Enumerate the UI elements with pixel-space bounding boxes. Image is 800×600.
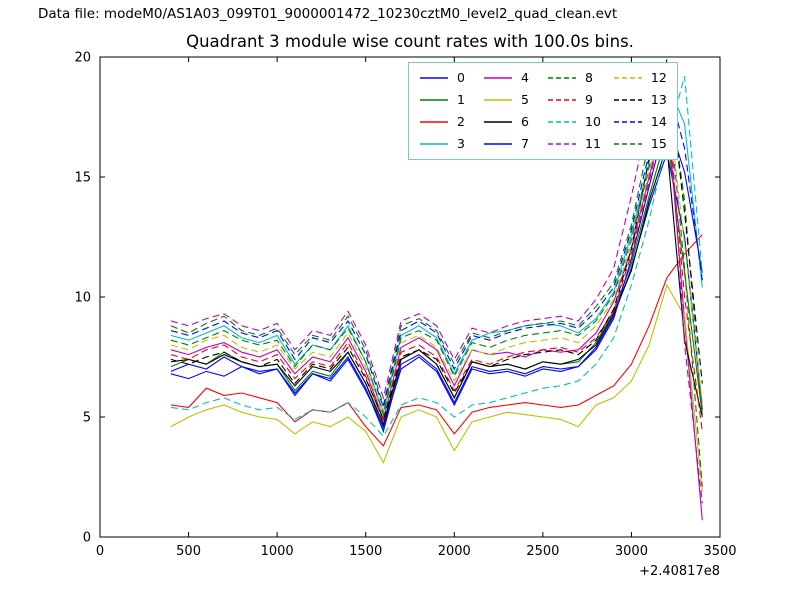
- x-tick-label: 3500: [703, 544, 736, 559]
- legend-label: 13: [650, 91, 667, 107]
- legend-line-sample: [420, 99, 448, 101]
- series-line-2: [170, 234, 703, 447]
- legend-line-sample: [613, 77, 642, 79]
- series-line-9: [170, 104, 703, 432]
- legend-item-14: 14: [613, 111, 667, 133]
- legend-label: 3: [457, 135, 465, 151]
- legend-label: 8: [585, 69, 593, 85]
- legend-label: 9: [585, 91, 593, 107]
- legend-label: 0: [457, 69, 465, 85]
- y-tick-label: 15: [74, 171, 91, 186]
- legend-line-sample: [613, 121, 642, 123]
- series-line-4: [170, 104, 703, 521]
- legend-item-0: 0: [419, 67, 471, 89]
- legend-item-13: 13: [613, 89, 667, 111]
- x-offset-label: +2.40817e8: [639, 564, 720, 579]
- legend-line-sample: [420, 121, 448, 123]
- legend-label: 11: [585, 135, 601, 151]
- series-line-11: [170, 64, 703, 504]
- legend-line-sample: [548, 99, 576, 101]
- legend-line-sample: [548, 77, 576, 79]
- legend-label: 10: [585, 113, 601, 129]
- legend-line-sample: [484, 143, 512, 145]
- x-tick-label: 3000: [615, 544, 648, 559]
- legend-item-6: 6: [483, 111, 535, 133]
- legend-line-sample: [613, 143, 642, 145]
- legend-line-sample: [420, 143, 448, 145]
- legend-item-7: 7: [483, 133, 535, 155]
- legend-item-2: 2: [419, 111, 471, 133]
- series-line-8: [170, 71, 703, 418]
- legend-item-4: 4: [483, 67, 535, 89]
- legend-column: 12 13 14 15: [613, 67, 667, 155]
- legend-line-sample: [548, 143, 576, 145]
- legend-item-15: 15: [613, 133, 667, 155]
- series-line-15: [170, 85, 703, 487]
- legend-column: 8 9 10 11: [547, 67, 601, 155]
- legend-label: 5: [521, 91, 529, 107]
- legend-column: 0 1 2 3: [419, 67, 471, 155]
- legend: 0 1 2 3 4 5 6 7 8 9 10 11 12 13 14 15: [408, 62, 678, 160]
- legend-label: 1: [457, 91, 465, 107]
- legend-label: 7: [521, 135, 529, 151]
- legend-item-9: 9: [547, 89, 601, 111]
- legend-item-8: 8: [547, 67, 601, 89]
- y-tick-label: 20: [74, 51, 91, 66]
- data-file-label: Data file: modeM0/AS1A03_099T01_90000014…: [38, 6, 618, 22]
- legend-line-sample: [484, 99, 512, 101]
- series-line-5: [170, 283, 703, 492]
- x-tick-label: 2500: [526, 544, 559, 559]
- legend-line-sample: [420, 77, 448, 79]
- legend-label: 2: [457, 113, 465, 129]
- legend-label: 6: [521, 113, 529, 129]
- legend-line-sample: [484, 77, 512, 79]
- series-line-6: [170, 145, 703, 426]
- x-tick-label: 1500: [349, 544, 382, 559]
- series-line-0: [170, 150, 703, 434]
- series-line-7: [170, 115, 703, 429]
- x-tick-label: 1000: [261, 544, 294, 559]
- legend-item-10: 10: [547, 111, 601, 133]
- legend-label: 14: [650, 113, 667, 129]
- legend-column: 4 5 6 7: [483, 67, 535, 155]
- y-tick-label: 10: [74, 291, 91, 306]
- y-tick-label: 0: [83, 531, 91, 546]
- legend-label: 12: [650, 69, 667, 85]
- series-line-10: [170, 76, 703, 438]
- y-tick-label: 5: [83, 411, 91, 426]
- x-tick-label: 2000: [438, 544, 471, 559]
- x-tick-label: 500: [176, 544, 201, 559]
- chart-title: Quadrant 3 module wise count rates with …: [186, 32, 634, 51]
- legend-item-3: 3: [419, 133, 471, 155]
- series-line-3: [170, 79, 703, 415]
- legend-label: 15: [650, 135, 667, 151]
- x-tick-label: 0: [96, 544, 104, 559]
- legend-item-11: 11: [547, 133, 601, 155]
- legend-label: 4: [521, 69, 529, 85]
- legend-item-12: 12: [613, 67, 667, 89]
- legend-line-sample: [548, 121, 576, 123]
- legend-item-1: 1: [419, 89, 471, 111]
- series-line-12: [170, 92, 703, 419]
- legend-item-5: 5: [483, 89, 535, 111]
- series-line-13: [170, 59, 703, 422]
- legend-line-sample: [484, 121, 512, 123]
- legend-line-sample: [613, 99, 642, 101]
